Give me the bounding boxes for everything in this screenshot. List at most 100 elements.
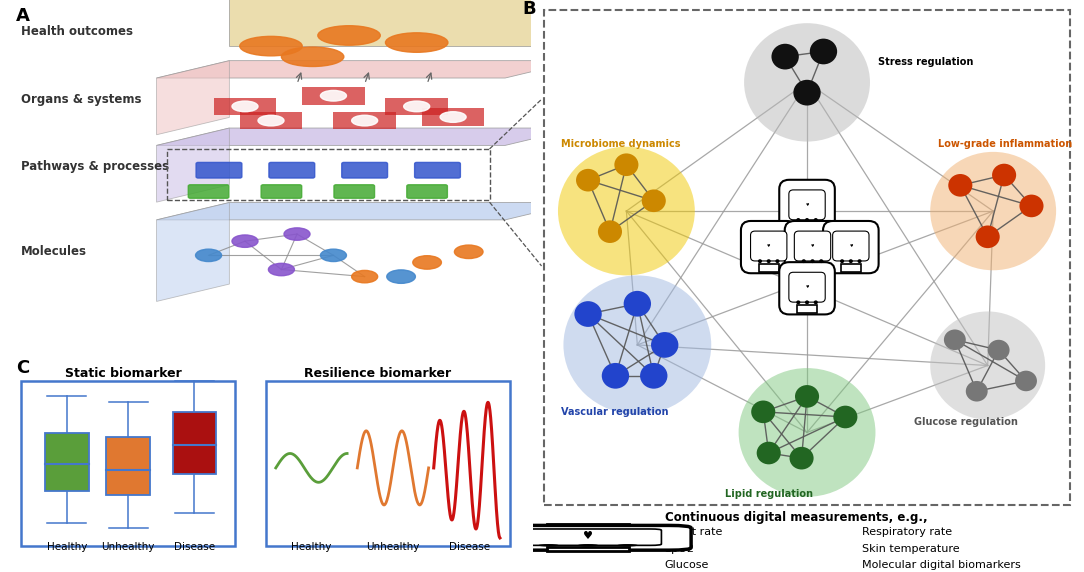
FancyBboxPatch shape: [266, 382, 511, 546]
Circle shape: [795, 385, 820, 408]
Text: ♥: ♥: [805, 285, 809, 289]
Polygon shape: [156, 61, 578, 78]
Text: Healthy: Healthy: [47, 542, 87, 553]
FancyBboxPatch shape: [341, 162, 388, 178]
FancyBboxPatch shape: [797, 305, 817, 313]
FancyBboxPatch shape: [485, 526, 692, 550]
Ellipse shape: [403, 101, 429, 112]
Text: ♥: ♥: [767, 244, 771, 248]
FancyBboxPatch shape: [802, 264, 823, 272]
Circle shape: [805, 218, 809, 222]
Circle shape: [797, 218, 800, 222]
Bar: [334, 112, 396, 129]
Text: Healthy: Healthy: [292, 542, 332, 553]
Circle shape: [966, 381, 988, 402]
Circle shape: [976, 225, 999, 248]
Text: Vascular regulation: Vascular regulation: [560, 407, 668, 417]
FancyBboxPatch shape: [785, 221, 840, 273]
Text: ♥: ♥: [849, 244, 852, 248]
Text: Heart rate: Heart rate: [664, 527, 722, 537]
Circle shape: [1019, 194, 1044, 217]
Ellipse shape: [318, 26, 380, 45]
FancyBboxPatch shape: [759, 223, 778, 231]
FancyBboxPatch shape: [833, 231, 869, 261]
Ellipse shape: [282, 47, 344, 66]
Circle shape: [538, 544, 559, 546]
Circle shape: [820, 259, 824, 263]
Text: Disease: Disease: [449, 542, 490, 553]
Circle shape: [558, 147, 695, 276]
Circle shape: [814, 218, 817, 222]
Circle shape: [617, 544, 638, 546]
Polygon shape: [230, 0, 578, 46]
Text: Health outcomes: Health outcomes: [22, 25, 133, 38]
Ellipse shape: [232, 101, 258, 112]
Circle shape: [992, 164, 1016, 186]
Circle shape: [602, 363, 629, 389]
Circle shape: [766, 259, 771, 263]
Text: Molecular digital biomarkers: Molecular digital biomarkers: [862, 560, 1020, 570]
FancyBboxPatch shape: [789, 272, 825, 302]
FancyBboxPatch shape: [269, 162, 314, 178]
Text: Molecules: Molecules: [22, 245, 87, 259]
Bar: [106, 437, 150, 495]
FancyBboxPatch shape: [802, 223, 823, 231]
Text: ♥: ♥: [583, 531, 593, 541]
Circle shape: [642, 189, 666, 212]
Text: B: B: [522, 0, 535, 18]
Circle shape: [797, 300, 800, 304]
Ellipse shape: [387, 270, 415, 283]
Circle shape: [810, 39, 837, 65]
FancyBboxPatch shape: [547, 547, 629, 551]
Text: Skin temperature: Skin temperature: [862, 544, 959, 554]
FancyBboxPatch shape: [261, 185, 301, 198]
Text: A: A: [16, 7, 30, 25]
Ellipse shape: [321, 249, 347, 261]
FancyBboxPatch shape: [334, 185, 375, 198]
Ellipse shape: [413, 256, 441, 269]
Circle shape: [793, 80, 821, 106]
Circle shape: [744, 23, 870, 142]
FancyBboxPatch shape: [547, 524, 629, 528]
Circle shape: [988, 340, 1009, 360]
FancyBboxPatch shape: [759, 264, 778, 272]
Circle shape: [814, 300, 817, 304]
Circle shape: [1015, 371, 1037, 391]
Ellipse shape: [440, 112, 466, 122]
Text: C: C: [16, 359, 29, 377]
Circle shape: [757, 442, 780, 464]
Text: Unhealthy: Unhealthy: [101, 542, 155, 553]
Polygon shape: [156, 128, 578, 145]
Polygon shape: [156, 61, 230, 135]
Ellipse shape: [454, 245, 483, 259]
Ellipse shape: [351, 116, 377, 126]
Bar: [386, 97, 448, 116]
Circle shape: [805, 300, 809, 304]
FancyBboxPatch shape: [797, 181, 817, 189]
FancyBboxPatch shape: [741, 221, 797, 273]
FancyBboxPatch shape: [779, 262, 835, 315]
FancyBboxPatch shape: [797, 223, 817, 231]
Circle shape: [576, 169, 601, 192]
Circle shape: [802, 259, 805, 263]
Polygon shape: [156, 202, 230, 301]
Circle shape: [615, 153, 638, 176]
Circle shape: [857, 259, 862, 263]
Ellipse shape: [269, 263, 295, 276]
Text: Stress regulation: Stress regulation: [878, 57, 973, 67]
Ellipse shape: [195, 249, 221, 261]
FancyBboxPatch shape: [779, 180, 835, 232]
Text: Static biomarker: Static biomarker: [65, 367, 181, 380]
FancyBboxPatch shape: [841, 264, 861, 272]
FancyBboxPatch shape: [797, 264, 817, 272]
Text: Lipid regulation: Lipid regulation: [725, 489, 813, 499]
Text: Disease: Disease: [173, 542, 215, 553]
Circle shape: [775, 259, 779, 263]
Circle shape: [623, 291, 651, 317]
FancyBboxPatch shape: [789, 190, 825, 220]
Ellipse shape: [240, 37, 302, 56]
Circle shape: [930, 312, 1045, 420]
Bar: [422, 108, 485, 126]
FancyBboxPatch shape: [750, 231, 787, 261]
Bar: [214, 97, 276, 116]
